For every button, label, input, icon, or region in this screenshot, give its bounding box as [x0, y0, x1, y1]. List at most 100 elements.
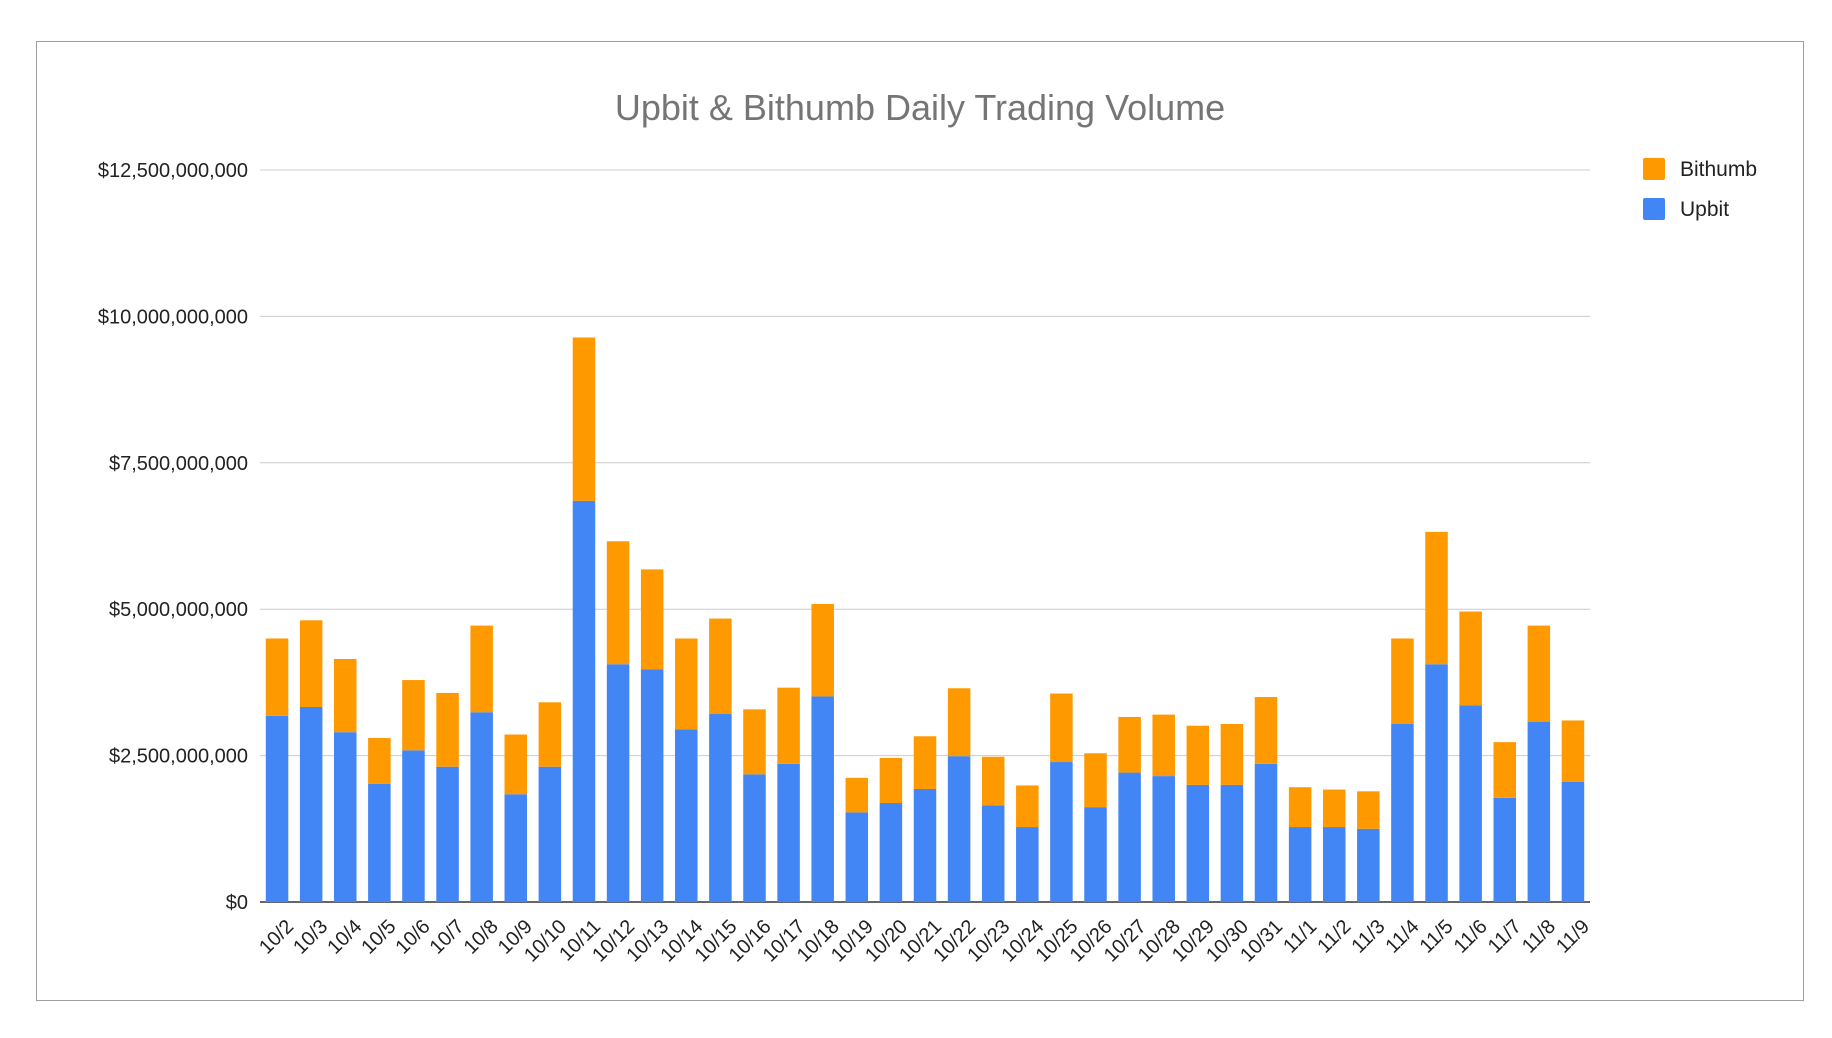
x-tick-label: 11/8: [1518, 916, 1560, 958]
y-tick-label: $12,500,000,000: [98, 160, 248, 182]
bar-upbit: [879, 803, 903, 902]
bar-bithumb: [1254, 697, 1278, 764]
bar-bithumb: [777, 687, 800, 764]
y-tick-label: $0: [226, 892, 248, 914]
bar-bithumb: [368, 738, 391, 784]
bar-upbit: [1084, 807, 1107, 902]
bar-upbit: [1357, 828, 1380, 902]
bar-bithumb: [1288, 787, 1312, 828]
bar-upbit: [640, 669, 664, 902]
bar-bithumb: [879, 757, 903, 804]
bar-bithumb: [504, 734, 528, 795]
bar-bithumb: [640, 569, 664, 670]
bar-bithumb: [265, 638, 289, 716]
bar-upbit: [1118, 772, 1141, 902]
bar-upbit: [1322, 827, 1346, 902]
y-tick-label: $7,500,000,000: [109, 453, 248, 475]
bar-bithumb: [1425, 531, 1448, 665]
x-axis-ticks: 10/210/310/410/510/610/710/810/910/1010/…: [255, 916, 1594, 967]
bar-upbit: [811, 696, 834, 902]
bar-bithumb: [572, 337, 596, 501]
bar-bithumb: [299, 620, 323, 707]
bar-upbit: [436, 766, 459, 902]
bar-bithumb: [1561, 720, 1585, 782]
bar-upbit: [1391, 723, 1414, 902]
bar-bithumb: [1186, 725, 1210, 785]
bar-upbit: [1152, 776, 1175, 902]
bar-upbit: [1493, 797, 1516, 902]
bar-bithumb: [470, 625, 493, 713]
bar-bithumb: [1322, 789, 1346, 828]
bar-upbit: [743, 774, 766, 902]
x-tick-label: 10/7: [426, 916, 469, 959]
bar-bithumb: [675, 638, 698, 730]
legend-swatch-bithumb: [1643, 158, 1665, 180]
x-tick-label: 10/3: [289, 916, 332, 959]
bar-upbit: [981, 805, 1005, 902]
bar-bithumb: [436, 692, 459, 767]
y-tick-label: $2,500,000,000: [109, 746, 248, 768]
x-tick-label: 10/6: [392, 916, 435, 959]
bar-upbit: [504, 794, 528, 902]
x-tick-label: 10/4: [323, 916, 366, 959]
bar-upbit: [913, 788, 937, 902]
bar-bithumb: [538, 702, 562, 767]
bar-upbit: [265, 715, 289, 902]
y-tick-label: $5,000,000,000: [109, 599, 248, 621]
bar-bithumb: [606, 541, 630, 665]
x-tick-label: 11/4: [1382, 916, 1424, 958]
bar-bithumb: [1527, 625, 1551, 722]
bar-upbit: [777, 763, 800, 902]
bar-upbit: [709, 714, 732, 902]
bar-bithumb: [1357, 791, 1380, 829]
bar-upbit: [1288, 827, 1312, 902]
bar-upbit: [368, 783, 391, 902]
bar-bithumb: [1220, 723, 1244, 785]
bar-upbit: [470, 712, 493, 902]
bar-bithumb: [1459, 611, 1482, 706]
bar-upbit: [1186, 784, 1210, 902]
bar-bithumb: [709, 618, 732, 715]
x-tick-label: 11/3: [1347, 916, 1389, 958]
bar-upbit: [1254, 763, 1278, 902]
x-tick-label: 11/1: [1279, 916, 1321, 958]
legend: Bithumb Upbit: [1643, 158, 1757, 221]
bar-upbit: [947, 756, 971, 902]
bar-upbit: [675, 729, 698, 902]
bar-bithumb: [334, 658, 357, 733]
bar-upbit: [538, 766, 562, 902]
bar-bithumb: [913, 736, 937, 789]
x-tick-label: 11/5: [1416, 916, 1458, 958]
x-tick-label: 11/2: [1313, 916, 1355, 958]
bar-upbit: [606, 664, 630, 902]
bar-bithumb: [947, 688, 971, 757]
x-tick-label: 10/5: [357, 916, 400, 959]
bar-upbit: [572, 500, 596, 902]
bar-bithumb: [1493, 742, 1516, 798]
x-tick-label: 11/6: [1450, 916, 1492, 958]
bar-bithumb: [402, 680, 425, 751]
bar-upbit: [845, 812, 869, 902]
y-axis-ticks: $0 $2,500,000,000 $5,000,000,000 $7,500,000…: [98, 160, 248, 914]
x-tick-label: 10/2: [255, 916, 298, 959]
legend-label-bithumb: Bithumb: [1680, 158, 1757, 181]
bar-upbit: [1459, 705, 1482, 902]
x-tick-label: 11/9: [1552, 916, 1594, 958]
bar-bithumb: [811, 603, 834, 697]
bar-bithumb: [743, 709, 766, 775]
bar-upbit: [1425, 664, 1448, 902]
chart-title: Upbit & Bithumb Daily Trading Volume: [615, 87, 1225, 128]
y-tick-label: $10,000,000,000: [98, 306, 248, 328]
bar-bithumb: [1016, 785, 1039, 828]
bar-upbit: [299, 706, 323, 902]
bar-upbit: [1220, 784, 1244, 902]
bar-bithumb: [845, 777, 869, 813]
bar-upbit: [1561, 781, 1585, 902]
bar-bithumb: [1391, 638, 1414, 724]
x-tick-label: 10/8: [460, 916, 503, 959]
bar-upbit: [334, 732, 357, 902]
bar-upbit: [402, 750, 425, 902]
bar-upbit: [1050, 762, 1073, 902]
legend-swatch-upbit: [1643, 198, 1665, 220]
